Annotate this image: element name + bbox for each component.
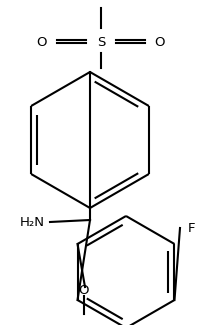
Text: F: F [187,222,195,235]
Text: O: O [37,36,47,49]
Text: O: O [154,36,164,49]
Text: S: S [96,36,105,49]
Text: O: O [78,284,89,297]
Text: H₂N: H₂N [19,215,44,228]
